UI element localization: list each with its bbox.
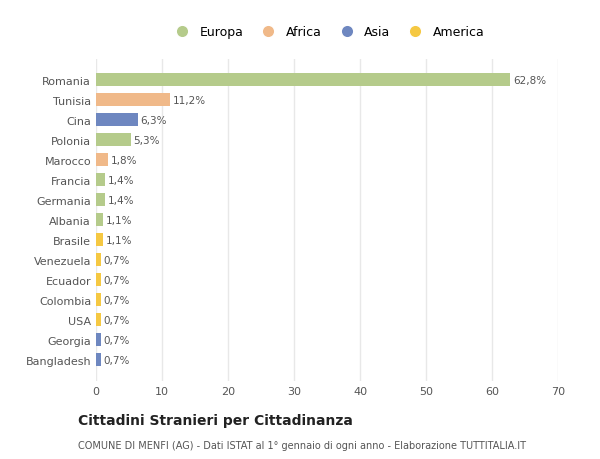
Bar <box>96 114 137 127</box>
Bar <box>96 254 101 267</box>
Text: 1,1%: 1,1% <box>106 235 133 245</box>
Text: 0,7%: 0,7% <box>103 255 130 265</box>
Text: 0,7%: 0,7% <box>103 315 130 325</box>
Bar <box>96 194 105 207</box>
Text: 6,3%: 6,3% <box>140 116 167 126</box>
Bar <box>96 174 105 187</box>
Bar <box>96 334 101 347</box>
Text: Cittadini Stranieri per Cittadinanza: Cittadini Stranieri per Cittadinanza <box>78 413 353 427</box>
Text: 62,8%: 62,8% <box>513 76 546 86</box>
Text: 1,4%: 1,4% <box>108 175 134 185</box>
Bar <box>96 214 103 227</box>
Text: 0,7%: 0,7% <box>103 355 130 365</box>
Text: 0,7%: 0,7% <box>103 295 130 305</box>
Text: COMUNE DI MENFI (AG) - Dati ISTAT al 1° gennaio di ogni anno - Elaborazione TUTT: COMUNE DI MENFI (AG) - Dati ISTAT al 1° … <box>78 440 526 450</box>
Bar <box>96 134 131 147</box>
Bar <box>96 353 101 366</box>
Legend: Europa, Africa, Asia, America: Europa, Africa, Asia, America <box>164 21 490 44</box>
Bar <box>96 274 101 286</box>
Text: 0,7%: 0,7% <box>103 335 130 345</box>
Bar <box>96 154 108 167</box>
Text: 1,1%: 1,1% <box>106 215 133 225</box>
Bar <box>96 74 511 87</box>
Bar <box>96 294 101 307</box>
Text: 11,2%: 11,2% <box>173 96 206 106</box>
Text: 0,7%: 0,7% <box>103 275 130 285</box>
Text: 5,3%: 5,3% <box>134 135 160 146</box>
Bar <box>96 313 101 326</box>
Text: 1,8%: 1,8% <box>110 156 137 166</box>
Bar <box>96 234 103 247</box>
Text: 1,4%: 1,4% <box>108 196 134 205</box>
Bar <box>96 94 170 107</box>
